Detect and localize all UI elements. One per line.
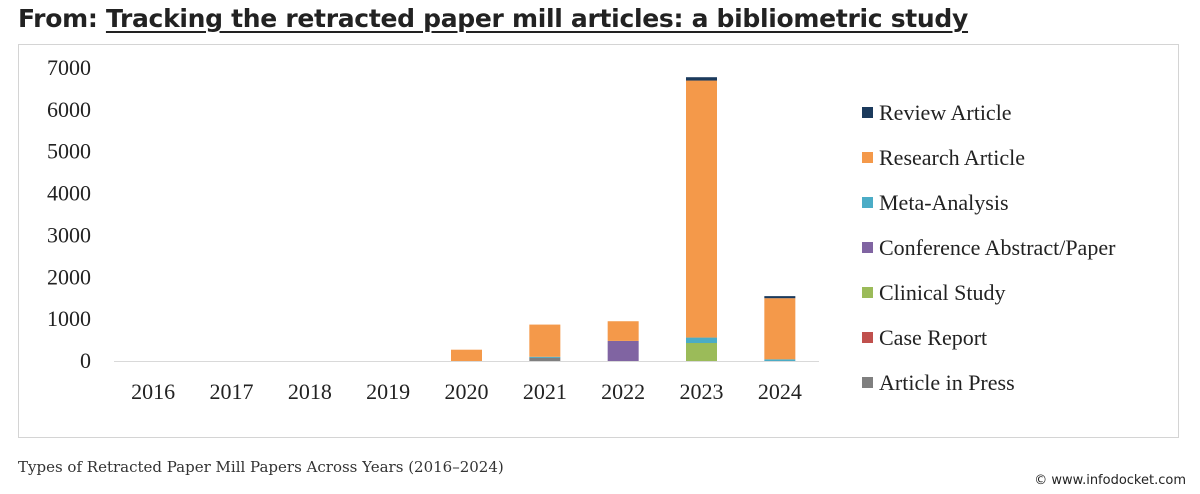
figure-header: From: Tracking the retracted paper mill … bbox=[18, 4, 968, 33]
stacked-bar-chart: 0 1000 2000 3000 4000 5000 6000 7000 2016 2017 201… bbox=[47, 55, 1116, 404]
bar-segment-article-in-press bbox=[529, 357, 561, 361]
legend-item-research-article: Research Article bbox=[862, 145, 1025, 170]
bar-segment-research-article bbox=[607, 321, 639, 341]
bar-segment-research-article bbox=[764, 298, 796, 360]
x-tick-label: 2024 bbox=[758, 379, 802, 404]
bar-segment-research-article bbox=[529, 324, 561, 357]
y-tick-label: 1000 bbox=[47, 306, 91, 331]
legend-swatch bbox=[862, 152, 873, 163]
x-tick-label: 2016 bbox=[131, 379, 175, 404]
legend-item-article-in-press: Article in Press bbox=[862, 370, 1015, 395]
legend-swatch bbox=[862, 287, 873, 298]
x-tick-label: 2019 bbox=[366, 379, 410, 404]
x-tick-label: 2017 bbox=[210, 379, 254, 404]
legend-item-meta-analysis: Meta-Analysis bbox=[862, 190, 1009, 215]
legend-label: Article in Press bbox=[879, 370, 1015, 395]
legend-swatch bbox=[862, 197, 873, 208]
bar-segment-research-article bbox=[686, 80, 717, 338]
bar-segment-review-article bbox=[764, 296, 796, 299]
y-tick-label: 2000 bbox=[47, 264, 91, 289]
bar-segment-research-article bbox=[451, 349, 482, 361]
header-prefix: From: bbox=[18, 4, 98, 33]
chart-frame: 0 1000 2000 3000 4000 5000 6000 7000 2016 2017 201… bbox=[18, 44, 1179, 438]
figure-caption: Types of Retracted Paper Mill Papers Acr… bbox=[18, 458, 504, 476]
x-tick-label: 2018 bbox=[288, 379, 332, 404]
legend-item-conference-abstract-paper: Conference Abstract/Paper bbox=[862, 235, 1116, 260]
y-tick-label: 0 bbox=[80, 348, 91, 373]
bar-segment-meta-analysis bbox=[686, 337, 717, 344]
legend-swatch bbox=[862, 377, 873, 388]
legend-swatch bbox=[862, 107, 873, 118]
x-tick-label: 2023 bbox=[680, 379, 724, 404]
bar-segment-meta-analysis bbox=[529, 356, 561, 358]
legend-label: Conference Abstract/Paper bbox=[879, 235, 1116, 260]
bar-segment-clinical-study bbox=[686, 343, 717, 361]
legend-label: Review Article bbox=[879, 100, 1012, 125]
y-tick-label: 3000 bbox=[47, 222, 91, 247]
y-tick-label: 6000 bbox=[47, 97, 91, 122]
y-tick-label: 5000 bbox=[47, 139, 91, 164]
x-tick-label: 2020 bbox=[445, 379, 489, 404]
legend-item-clinical-study: Clinical Study bbox=[862, 280, 1006, 305]
article-title-link[interactable]: Tracking the retracted paper mill articl… bbox=[105, 4, 969, 33]
legend-item-review-article: Review Article bbox=[862, 100, 1012, 125]
x-tick-label: 2022 bbox=[601, 379, 645, 404]
legend-label: Research Article bbox=[879, 145, 1025, 170]
legend-label: Meta-Analysis bbox=[879, 190, 1009, 215]
legend-label: Case Report bbox=[879, 325, 987, 350]
y-tick-label: 4000 bbox=[47, 181, 91, 206]
bar-segment-review-article bbox=[686, 77, 717, 81]
legend-swatch bbox=[862, 242, 873, 253]
legend-item-case-report: Case Report bbox=[862, 325, 987, 350]
legend-swatch bbox=[862, 332, 873, 343]
y-tick-label: 7000 bbox=[47, 55, 91, 80]
source-credit: © www.infodocket.com bbox=[1034, 473, 1186, 488]
x-tick-label: 2021 bbox=[523, 379, 567, 404]
legend-label: Clinical Study bbox=[879, 280, 1006, 305]
bar-segment-meta-analysis bbox=[764, 359, 796, 361]
bar-segment-conference-abstract-paper bbox=[607, 340, 639, 361]
